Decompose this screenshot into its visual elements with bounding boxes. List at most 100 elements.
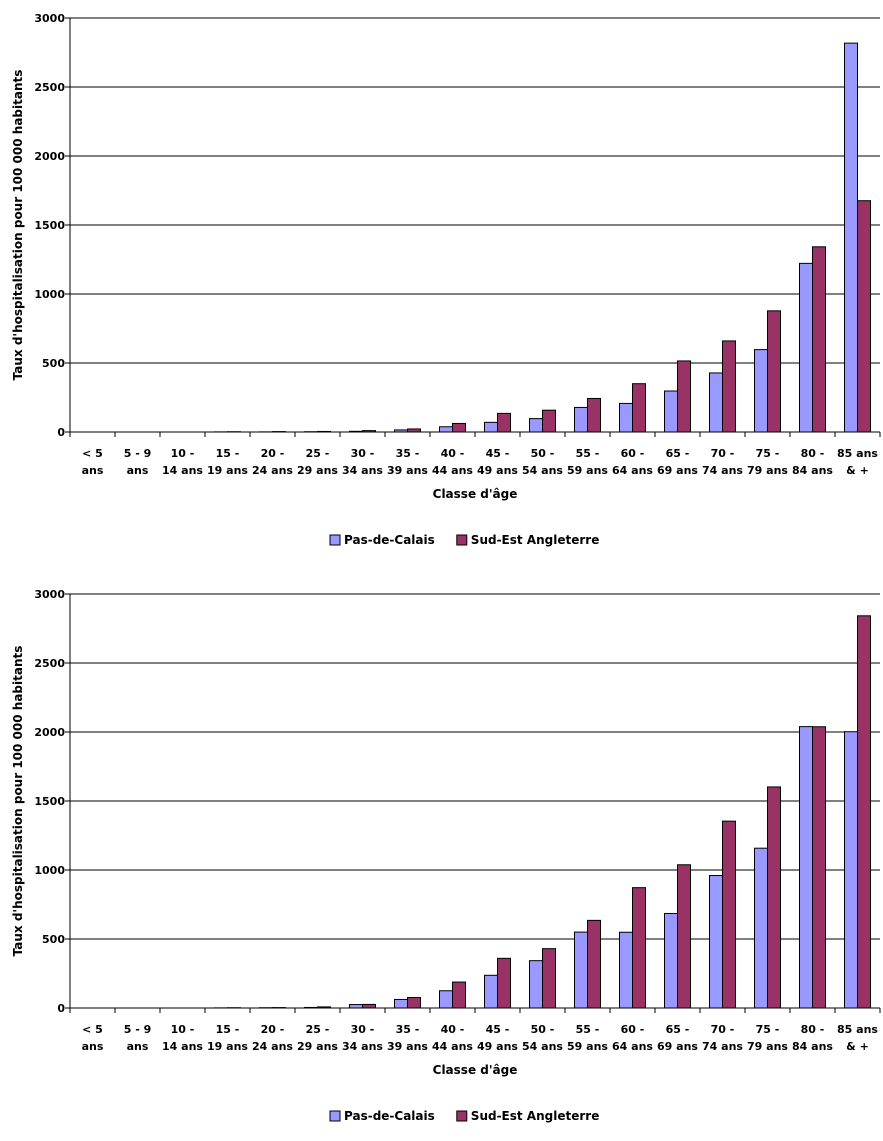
x-tick-label: 19 ans xyxy=(207,464,248,477)
x-tick-label: 25 - xyxy=(306,1023,330,1036)
x-tick-label: 44 ans xyxy=(432,464,473,477)
bar-pas-de-calais xyxy=(755,848,768,1008)
legend-swatch-pas-de-calais xyxy=(330,535,340,545)
legend-swatch-pas-de-calais xyxy=(330,1111,340,1121)
bar-pas-de-calais xyxy=(395,430,408,432)
y-tick-label: 2500 xyxy=(34,657,65,670)
x-tick-label: 29 ans xyxy=(297,464,338,477)
bar-sud-est-angleterre xyxy=(588,398,601,432)
x-tick-label: ans xyxy=(127,1040,149,1053)
legend-label-sud-est-angleterre: Sud-Est Angleterre xyxy=(471,533,600,547)
x-tick-label: 65 - xyxy=(666,1023,690,1036)
x-tick-label: 80 - xyxy=(801,1023,825,1036)
x-tick-label: 19 ans xyxy=(207,1040,248,1053)
bar-sud-est-angleterre xyxy=(363,431,376,432)
bar-pas-de-calais xyxy=(440,427,453,432)
bar-pas-de-calais xyxy=(350,431,363,432)
legend-label-sud-est-angleterre: Sud-Est Angleterre xyxy=(471,1109,600,1123)
x-tick-label: ans xyxy=(82,464,104,477)
bar-sud-est-angleterre xyxy=(453,982,466,1008)
bar-sud-est-angleterre xyxy=(318,1007,331,1008)
x-tick-label: 64 ans xyxy=(612,1040,653,1053)
x-tick-label: 50 - xyxy=(531,447,555,460)
bar-pas-de-calais xyxy=(755,350,768,432)
bar-pas-de-calais xyxy=(485,975,498,1008)
x-tick-label: 75 - xyxy=(756,1023,780,1036)
y-tick-label: 3000 xyxy=(34,12,65,25)
y-tick-label: 2000 xyxy=(34,726,65,739)
bar-pas-de-calais xyxy=(485,422,498,432)
x-tick-label: 15 - xyxy=(216,447,240,460)
x-tick-label: 29 ans xyxy=(297,1040,338,1053)
y-tick-label: 1500 xyxy=(34,795,65,808)
x-tick-label: 79 ans xyxy=(747,1040,788,1053)
bar-pas-de-calais xyxy=(530,419,543,432)
x-tick-label: 45 - xyxy=(486,1023,510,1036)
x-tick-label: 74 ans xyxy=(702,464,743,477)
bar-sud-est-angleterre xyxy=(498,958,511,1008)
legend-label-pas-de-calais: Pas-de-Calais xyxy=(344,1109,435,1123)
x-tick-label: 30 - xyxy=(351,447,375,460)
x-tick-label: 69 ans xyxy=(657,1040,698,1053)
x-tick-label: 60 - xyxy=(621,1023,645,1036)
x-tick-label: 40 - xyxy=(441,1023,465,1036)
bar-pas-de-calais xyxy=(710,876,723,1008)
bar-sud-est-angleterre xyxy=(543,949,556,1008)
x-axis-title: Classe d'âge xyxy=(433,487,518,501)
bar-sud-est-angleterre xyxy=(768,787,781,1008)
x-tick-label: & + xyxy=(846,1040,869,1053)
bar-sud-est-angleterre xyxy=(408,429,421,432)
bar-sud-est-angleterre xyxy=(498,413,511,432)
y-tick-label: 0 xyxy=(57,1002,65,1015)
x-tick-label: 40 - xyxy=(441,447,465,460)
x-tick-label: 49 ans xyxy=(477,464,518,477)
bar-sud-est-angleterre xyxy=(543,410,556,432)
y-tick-label: 500 xyxy=(42,933,65,946)
x-tick-label: 34 ans xyxy=(342,464,383,477)
bar-sud-est-angleterre xyxy=(678,361,691,432)
bar-sud-est-angleterre xyxy=(858,201,871,432)
bar-sud-est-angleterre xyxy=(723,821,736,1008)
legend-label-pas-de-calais: Pas-de-Calais xyxy=(344,533,435,547)
x-tick-label: 39 ans xyxy=(387,464,428,477)
x-tick-label: 24 ans xyxy=(252,464,293,477)
x-tick-label: 45 - xyxy=(486,447,510,460)
y-axis-title: Taux d'hospitalisation pour 100 000 habi… xyxy=(11,646,25,957)
bar-pas-de-calais xyxy=(800,263,813,432)
bar-pas-de-calais xyxy=(305,1007,318,1008)
bar-pas-de-calais xyxy=(575,932,588,1008)
bar-sud-est-angleterre xyxy=(678,865,691,1008)
x-tick-label: 39 ans xyxy=(387,1040,428,1053)
bar-pas-de-calais xyxy=(395,999,408,1008)
x-tick-label: 59 ans xyxy=(567,1040,608,1053)
x-tick-label: 54 ans xyxy=(522,1040,563,1053)
x-tick-label: 84 ans xyxy=(792,464,833,477)
x-tick-label: 85 ans xyxy=(837,1023,878,1036)
x-tick-label: 74 ans xyxy=(702,1040,743,1053)
y-tick-label: 2000 xyxy=(34,150,65,163)
bar-pas-de-calais xyxy=(845,732,858,1008)
x-tick-label: ans xyxy=(127,464,149,477)
legend-swatch-sud-est-angleterre xyxy=(457,535,467,545)
bar-sud-est-angleterre xyxy=(363,1004,376,1008)
bar-pas-de-calais xyxy=(575,407,588,432)
x-tick-label: 20 - xyxy=(261,447,285,460)
y-tick-label: 2500 xyxy=(34,81,65,94)
bar-pas-de-calais xyxy=(620,403,633,432)
bar-sud-est-angleterre xyxy=(453,423,466,432)
chart-legend: Pas-de-Calais Sud-Est Angleterre xyxy=(330,1109,599,1123)
bar-sud-est-angleterre xyxy=(633,888,646,1008)
x-tick-label: 59 ans xyxy=(567,464,608,477)
x-tick-label: 35 - xyxy=(396,1023,420,1036)
bar-sud-est-angleterre xyxy=(408,998,421,1008)
x-tick-label: & + xyxy=(846,464,869,477)
x-tick-label: ans xyxy=(82,1040,104,1053)
x-tick-label: 35 - xyxy=(396,447,420,460)
x-tick-label: < 5 xyxy=(82,447,103,460)
x-tick-label: 69 ans xyxy=(657,464,698,477)
x-tick-label: 25 - xyxy=(306,447,330,460)
y-tick-label: 1500 xyxy=(34,219,65,232)
